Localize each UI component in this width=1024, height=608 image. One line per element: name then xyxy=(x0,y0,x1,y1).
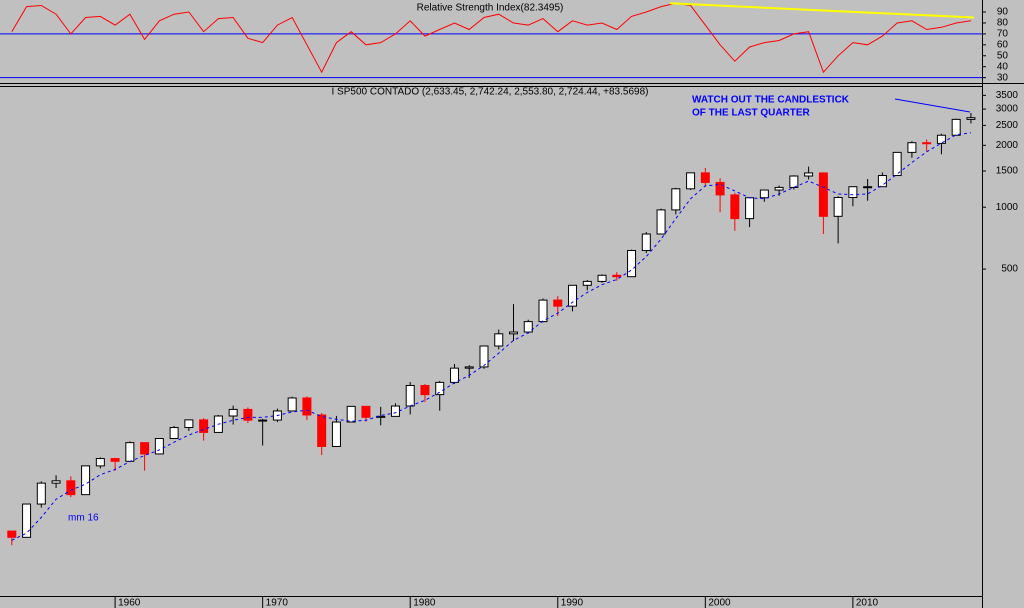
x-tick-label: 2010 xyxy=(856,598,879,608)
candle-body xyxy=(759,189,769,199)
candle-body xyxy=(700,172,710,183)
y-tick-label: 500 xyxy=(1001,264,1018,275)
candle-body xyxy=(641,233,651,251)
annotation-arrow xyxy=(894,98,971,113)
y-tick-label: 80 xyxy=(997,18,1009,29)
candle-body xyxy=(774,186,784,191)
candle-body xyxy=(420,384,430,396)
annotation: OF THE LAST QUARTER xyxy=(692,108,811,119)
candle-body xyxy=(715,181,725,196)
candle-body xyxy=(435,381,445,396)
candle-body xyxy=(243,408,253,421)
candle-body xyxy=(863,186,873,189)
moving-average xyxy=(11,132,971,541)
candle-body xyxy=(671,188,681,211)
candle-body xyxy=(922,142,932,145)
candle-body xyxy=(479,345,489,368)
candle-body xyxy=(258,419,268,422)
candle-body xyxy=(582,280,592,286)
x-tick-label: 1960 xyxy=(118,598,141,608)
candle-body xyxy=(51,480,61,484)
candle-body xyxy=(494,333,504,347)
y-tick-label: 50 xyxy=(997,50,1009,61)
y-tick-label: 3500 xyxy=(996,90,1019,101)
x-tick-label: 1980 xyxy=(413,598,436,608)
candle-body xyxy=(966,117,976,120)
candle-body xyxy=(228,408,238,417)
legend-label: mm 16 xyxy=(68,513,99,524)
candle-body xyxy=(449,367,459,383)
y-tick-label: 2500 xyxy=(996,120,1019,131)
candle-body xyxy=(686,172,696,190)
y-tick-label: 3000 xyxy=(996,104,1019,115)
candle-body xyxy=(789,175,799,188)
candle-body xyxy=(390,405,400,417)
candle-body xyxy=(509,331,519,335)
candle-body xyxy=(745,197,755,220)
candle-body xyxy=(36,482,46,505)
rsi-line xyxy=(11,2,971,74)
candle-body xyxy=(612,274,622,278)
candle-body xyxy=(464,366,474,369)
y-tick-label: 2000 xyxy=(996,140,1019,151)
candle-body xyxy=(302,397,312,416)
y-tick-label: 40 xyxy=(997,61,1009,72)
candle-body xyxy=(81,465,91,496)
candle-body xyxy=(656,209,666,235)
candle-body xyxy=(848,186,858,198)
candle-body xyxy=(110,458,120,462)
candle-body xyxy=(184,419,194,429)
candle-body xyxy=(331,421,341,447)
candle-body xyxy=(730,194,740,220)
y-tick-label: 1500 xyxy=(996,166,1019,177)
candle-body xyxy=(907,142,917,153)
candle-body xyxy=(7,530,17,538)
candle-body xyxy=(66,480,76,496)
x-tick-label: 1990 xyxy=(561,598,584,608)
candle-body xyxy=(877,175,887,188)
y-tick-label: 70 xyxy=(997,29,1009,40)
candle-body xyxy=(568,284,578,307)
y-tick-label: 30 xyxy=(997,72,1009,83)
y-tick-label: 90 xyxy=(997,7,1009,18)
candle-body xyxy=(538,299,548,323)
annotation: WATCH OUT THE CANDLESTICK xyxy=(692,95,850,106)
y-tick-label: 1000 xyxy=(996,202,1019,213)
rsi-title: Relative Strength Index(82.3495) xyxy=(417,3,564,14)
candle-body xyxy=(361,405,371,418)
candle-body xyxy=(627,249,637,278)
candle-body xyxy=(553,299,563,307)
x-tick-label: 2000 xyxy=(708,598,731,608)
candle-body xyxy=(169,427,179,440)
candle-body xyxy=(597,274,607,282)
candle-body xyxy=(154,438,164,455)
candle-body xyxy=(892,151,902,177)
candle-body xyxy=(317,414,327,447)
candle-body xyxy=(125,442,135,462)
candle-body xyxy=(95,458,105,467)
y-tick-label: 60 xyxy=(997,39,1009,50)
price-title: I SP500 CONTADO (2,633.45, 2,742.24, 2,5… xyxy=(332,87,649,98)
candle-body xyxy=(936,134,946,144)
candle-body xyxy=(346,405,356,423)
candle-body xyxy=(818,172,828,217)
candle-body xyxy=(199,419,209,433)
candle-body xyxy=(140,442,150,455)
candle-body xyxy=(22,503,32,538)
candle-body xyxy=(804,172,814,177)
candle-body xyxy=(287,397,297,412)
x-tick-label: 1970 xyxy=(266,598,289,608)
trend-line xyxy=(669,2,974,19)
candle-body xyxy=(523,321,533,333)
candle-body xyxy=(833,196,843,217)
candle-body xyxy=(951,118,961,136)
candle-body xyxy=(405,384,415,407)
